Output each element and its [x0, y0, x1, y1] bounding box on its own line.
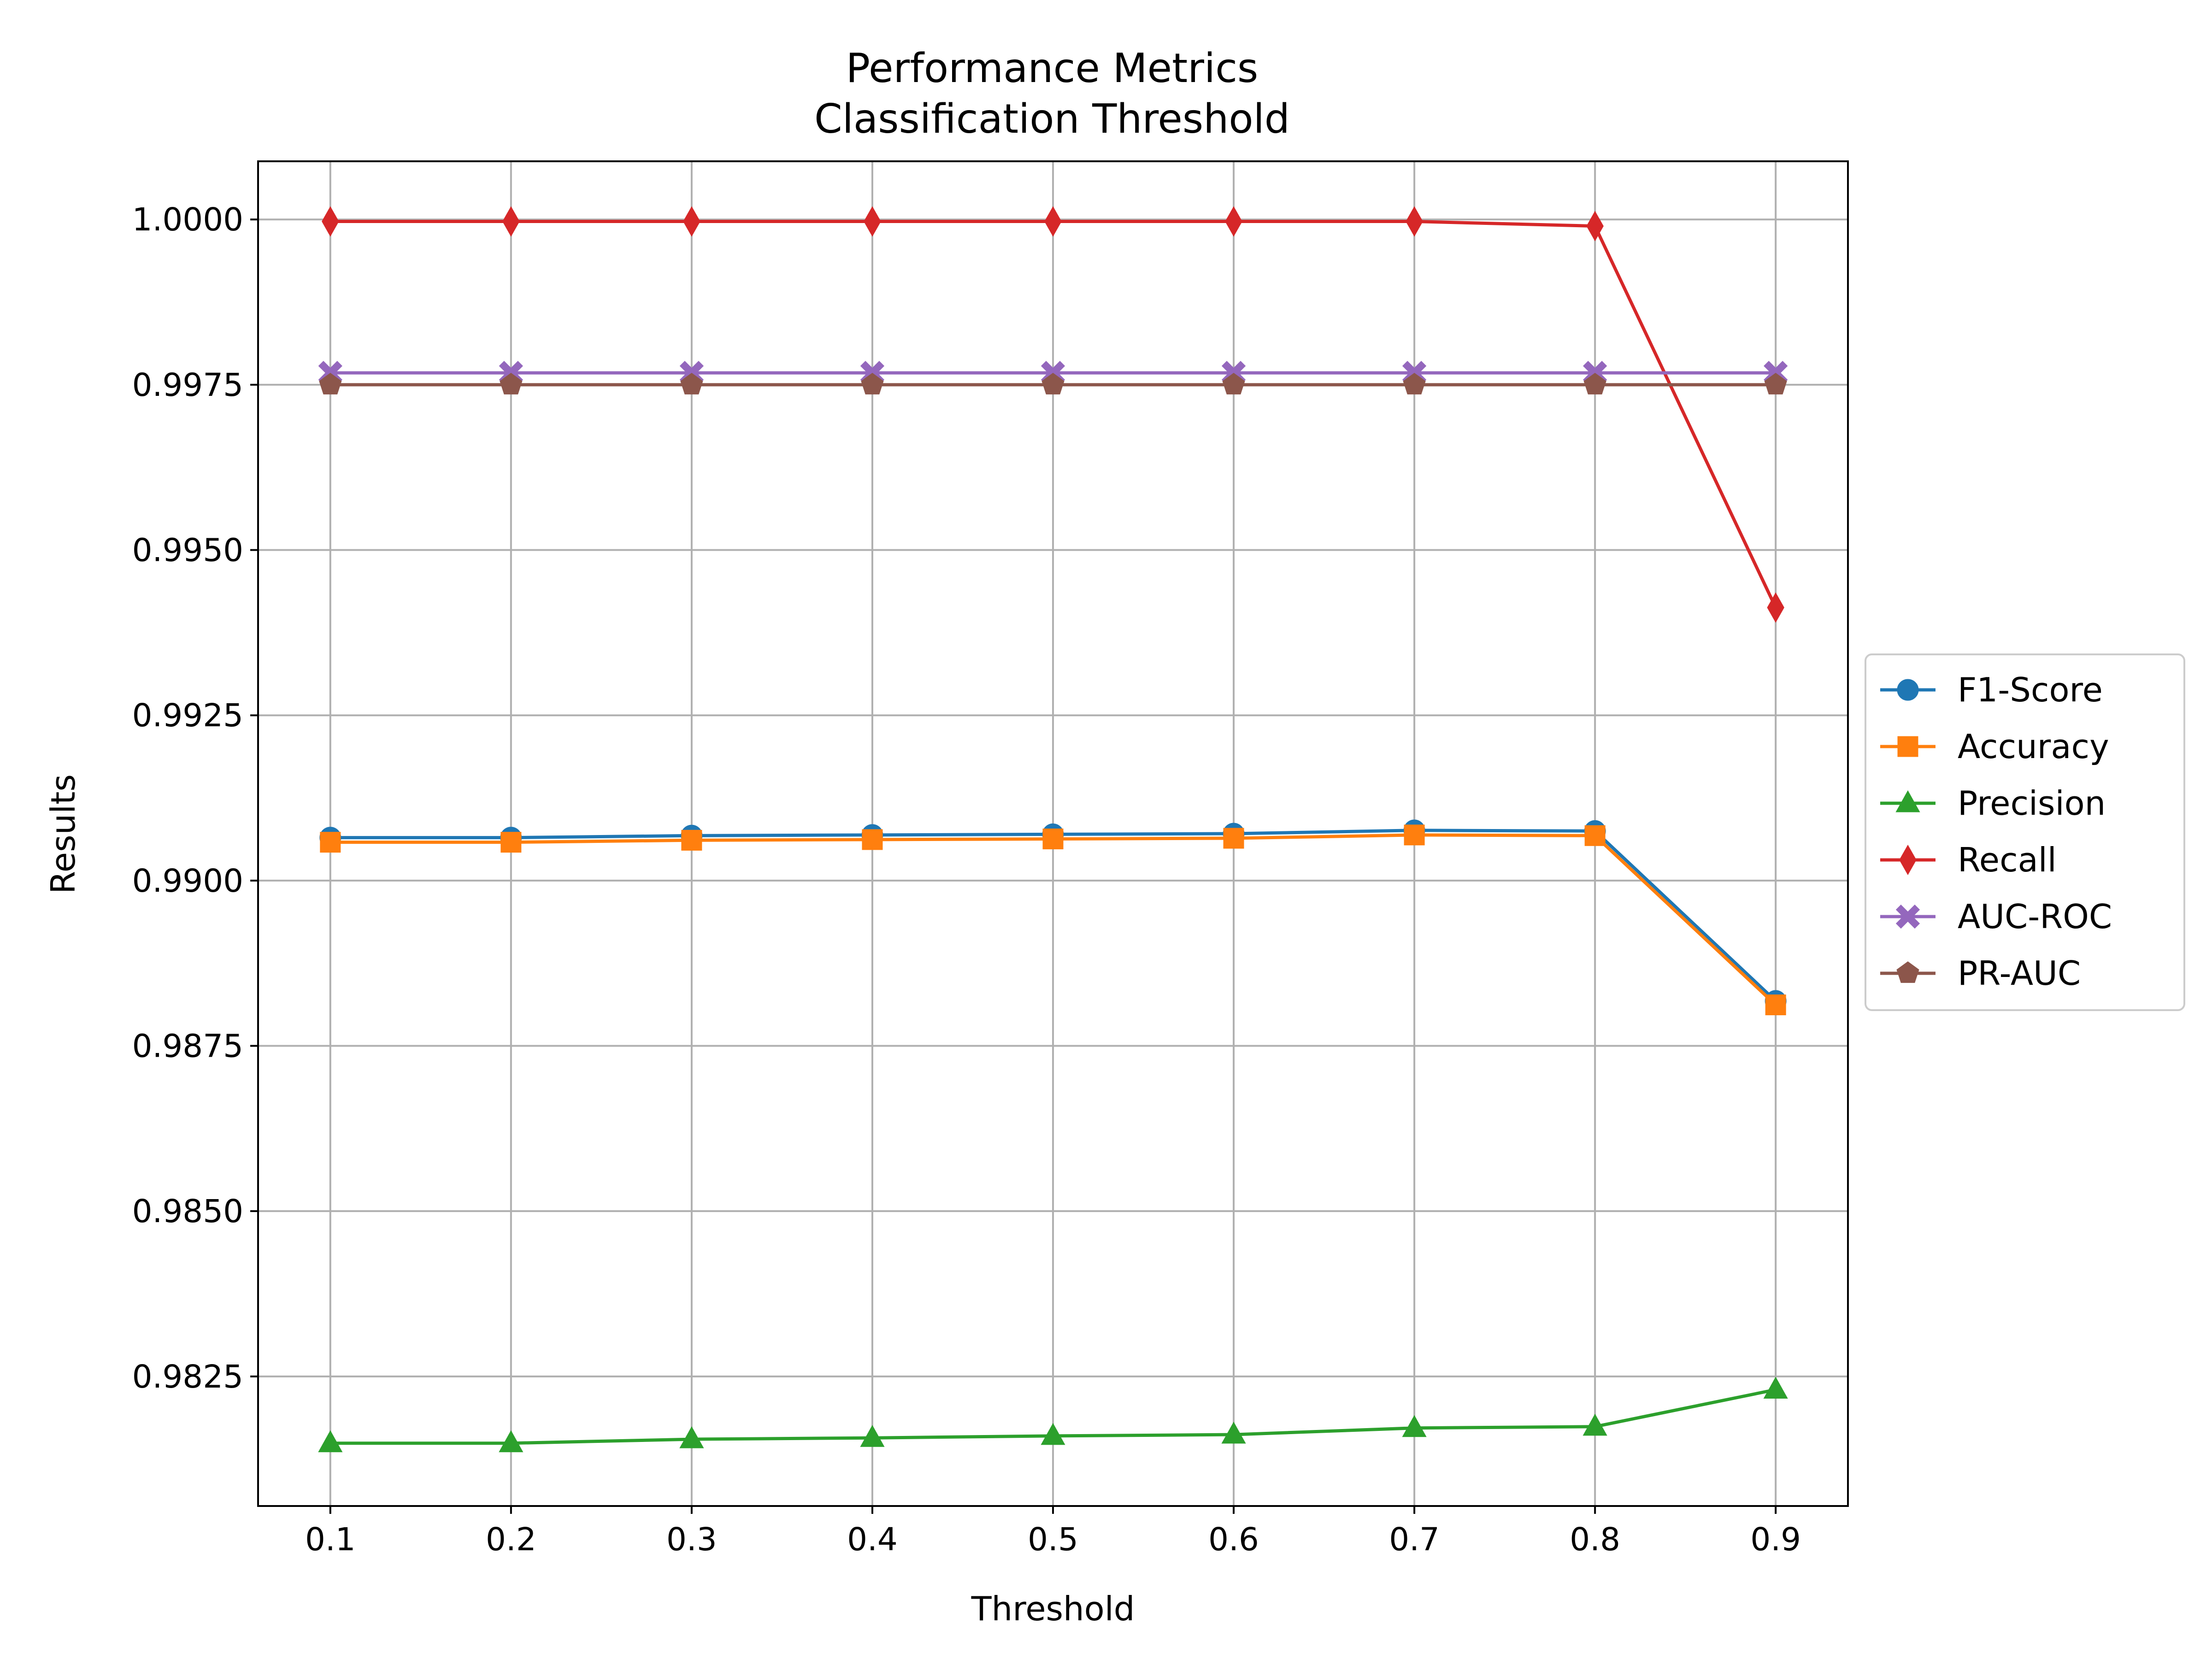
chart-title: Performance Metrics: [846, 45, 1259, 92]
y-tick-label: 1.0000: [132, 201, 243, 238]
data-point: [1586, 211, 1604, 241]
data-point: [1222, 373, 1245, 394]
legend-item: Precision: [1880, 784, 2106, 823]
data-point: [1042, 828, 1064, 849]
data-point: [1041, 1423, 1065, 1445]
legend-item: AUC-ROC: [1880, 897, 2112, 936]
data-point: [1041, 373, 1065, 394]
legend: F1-Score Accuracy Precision Recall AUC-ROC PR…: [1865, 653, 2185, 1011]
data-point: [1406, 206, 1423, 237]
legend-marker: [1896, 961, 1919, 983]
y-tick-label: 0.9950: [132, 532, 243, 569]
legend-marker: [1897, 736, 1918, 757]
legend-label: Recall: [1958, 841, 2057, 879]
legend-marker: [1895, 904, 1920, 929]
data-point: [1223, 828, 1244, 849]
data-point: [318, 1430, 343, 1453]
x-tick-label: 0.4: [847, 1521, 898, 1558]
y-tick-label: 0.9825: [132, 1359, 243, 1395]
data-point: [320, 832, 341, 853]
legend-label: Precision: [1958, 784, 2106, 823]
data-point: [1402, 1415, 1427, 1437]
legend-item: PR-AUC: [1880, 954, 2081, 993]
data-point: [499, 1430, 524, 1453]
y-tick-label: 0.9900: [132, 863, 243, 900]
data-point: [860, 1425, 885, 1447]
x-axis-label: Threshold: [971, 1589, 1135, 1628]
data-point: [500, 373, 523, 394]
legend-label: F1-Score: [1958, 671, 2103, 709]
data-point: [1584, 825, 1606, 846]
legend-label: Accuracy: [1958, 727, 2109, 766]
data-point: [1403, 373, 1426, 394]
x-tick-label: 0.6: [1208, 1521, 1259, 1558]
data-point: [680, 373, 703, 394]
chart-subtitle: Classification Threshold: [814, 95, 1290, 142]
legend-box: [1865, 653, 2185, 1011]
x-tick-label: 0.8: [1570, 1521, 1620, 1558]
data-point: [1221, 1421, 1246, 1444]
data-point: [864, 206, 881, 237]
data-point: [862, 829, 883, 850]
x-tick-label: 0.7: [1389, 1521, 1440, 1558]
legend-item: Recall: [1880, 841, 2057, 879]
series-layer: [318, 206, 1788, 1453]
data-point: [1583, 373, 1606, 394]
data-point: [1044, 206, 1062, 237]
legend-item: F1-Score: [1880, 671, 2103, 709]
data-point: [681, 830, 702, 851]
legend-item: Accuracy: [1880, 727, 2109, 766]
data-point: [1765, 994, 1786, 1016]
series-accuracy: [320, 824, 1786, 1016]
y-axis-ticks: 0.9825 0.9850 0.9875 0.9900 0.9925 0.9950 0.99…: [132, 201, 258, 1395]
data-point: [679, 1426, 704, 1448]
y-axis-label: Results: [44, 774, 82, 894]
x-axis-ticks: 0.1 0.2 0.3 0.4 0.5 0.6 0.7 0.8 0.9: [305, 1506, 1801, 1558]
data-point: [1763, 1377, 1788, 1399]
legend-marker: [1895, 790, 1920, 812]
legend-items: F1-Score Accuracy Precision Recall AUC-ROC PR…: [1880, 671, 2112, 993]
legend-label: PR-AUC: [1958, 954, 2081, 993]
x-tick-label: 0.1: [305, 1521, 356, 1558]
data-point: [1767, 592, 1784, 623]
data-point: [502, 206, 520, 237]
series-pr-auc: [319, 373, 1787, 394]
data-point: [861, 373, 884, 394]
legend-label: AUC-ROC: [1958, 897, 2112, 936]
legend-marker: [1897, 679, 1919, 701]
y-tick-label: 0.9925: [132, 697, 243, 734]
y-tick-label: 0.9850: [132, 1193, 243, 1230]
series-precision: [318, 1377, 1788, 1453]
x-tick-label: 0.5: [1028, 1521, 1078, 1558]
y-tick-label: 0.9975: [132, 367, 243, 404]
series-recall: [322, 206, 1784, 623]
legend-marker: [1899, 844, 1917, 876]
data-point: [500, 832, 522, 853]
data-point: [1404, 824, 1425, 846]
x-tick-label: 0.9: [1750, 1521, 1801, 1558]
data-point: [1225, 206, 1242, 237]
data-point: [319, 373, 342, 394]
x-tick-label: 0.2: [486, 1521, 536, 1558]
data-point: [1583, 1413, 1607, 1436]
data-point: [683, 206, 700, 237]
data-point: [322, 206, 339, 237]
data-point: [1764, 373, 1787, 394]
y-tick-label: 0.9875: [132, 1028, 243, 1065]
x-tick-label: 0.3: [666, 1521, 717, 1558]
